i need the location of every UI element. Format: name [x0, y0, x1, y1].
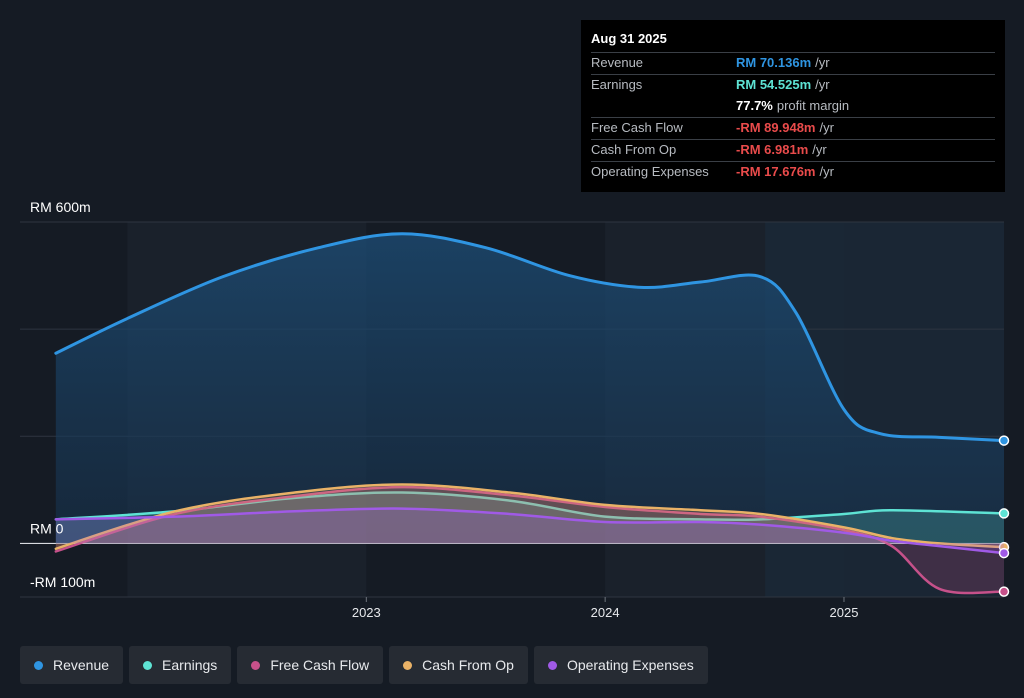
legend-dot-icon — [34, 660, 43, 670]
tooltip-value-unit: /yr — [812, 142, 827, 157]
tooltip-value-number: RM 54.525m — [736, 77, 812, 92]
x-tick-label: 2023 — [352, 605, 381, 620]
tooltip-row: 77.7% profit margin — [591, 96, 995, 117]
tooltip-row: Earnings RM 54.525m/yr — [591, 74, 995, 96]
y-tick-label: RM 0 — [30, 520, 64, 536]
legend-item-operating-expenses[interactable]: Operating Expenses — [533, 646, 708, 684]
tooltip-row-value: 77.7% profit margin — [736, 96, 849, 116]
legend-label: Earnings — [162, 657, 218, 673]
chart-area: RM 600m RM 0 -RM 100m 2023 2024 2025 — [20, 199, 1010, 620]
data-tooltip: Aug 31 2025 Revenue RM 70.136m/yr Earnings… — [581, 20, 1005, 192]
tooltip-row: Operating Expenses -RM 17.676m/yr — [591, 161, 995, 183]
free-cash-flow-line — [54, 485, 1006, 595]
legend-label: Free Cash Flow — [270, 657, 370, 673]
tooltip-value-unit: /yr — [819, 120, 834, 135]
tooltip-row-label: Revenue — [591, 55, 644, 70]
earnings-end-marker — [998, 508, 1010, 519]
revenue-line — [54, 232, 1006, 443]
tooltip-row: Cash From Op -RM 6.981m/yr — [591, 139, 995, 161]
tooltip-row-label: Operating Expenses — [591, 164, 709, 179]
tooltip-row-value: RM 70.136m/yr — [736, 53, 830, 73]
tooltip-value-unit: /yr — [815, 77, 830, 92]
tooltip-value-number: RM 70.136m — [736, 55, 812, 70]
x-tick-label: 2024 — [591, 605, 620, 620]
legend: Revenue Earnings Free Cash Flow Cash From O… — [20, 646, 708, 686]
free-cash-flow-end-marker — [998, 586, 1010, 597]
legend-dot-icon — [403, 660, 413, 670]
free-cash-flow-area — [55, 487, 1004, 594]
legend-label: Cash From Op — [422, 657, 514, 673]
legend-dot-icon — [143, 660, 153, 670]
tooltip-row: Free Cash Flow -RM 89.948m/yr — [591, 117, 995, 139]
tooltip-row-value: RM 54.525m/yr — [736, 75, 830, 95]
legend-label: Revenue — [53, 657, 110, 673]
cash-from-op-line — [54, 483, 1006, 551]
tooltip-row: Revenue RM 70.136m/yr — [591, 52, 995, 74]
y-tick-label: RM 600m — [30, 199, 91, 215]
tooltip-value-number: -RM 6.981m — [736, 142, 809, 157]
tooltip-value-number: 77.7% — [736, 98, 773, 113]
tooltip-value-number: -RM 89.948m — [736, 120, 816, 135]
x-tick-label: 2025 — [830, 605, 859, 620]
operating-expenses-end-marker — [998, 547, 1010, 559]
tooltip-row-value: -RM 6.981m/yr — [736, 140, 827, 160]
earnings-area — [55, 492, 1004, 544]
legend-dot-icon — [251, 660, 261, 670]
y-tick-label: -RM 100m — [30, 574, 95, 590]
revenue-area — [55, 233, 1004, 544]
revenue-end-marker — [998, 435, 1010, 446]
tooltip-row-label: Earnings — [591, 77, 643, 92]
operating-expenses-area — [55, 508, 1004, 554]
tooltip-value-unit: profit margin — [776, 98, 850, 113]
legend-dot-icon — [547, 660, 557, 670]
legend-item-earnings[interactable]: Earnings — [129, 646, 232, 684]
legend-label: Operating Expenses — [566, 657, 694, 673]
tooltip-value-unit: /yr — [819, 164, 834, 179]
tooltip-row-label: Free Cash Flow — [591, 120, 683, 135]
tooltip-date: Aug 31 2025 — [591, 31, 667, 46]
legend-item-free-cash-flow[interactable]: Free Cash Flow — [237, 646, 384, 684]
legend-item-revenue[interactable]: Revenue — [20, 646, 124, 684]
tooltip-row-value: -RM 89.948m/yr — [736, 118, 834, 138]
tooltip-value-number: -RM 17.676m — [736, 164, 816, 179]
tooltip-value-unit: /yr — [815, 55, 830, 70]
legend-item-cash-from-op[interactable]: Cash From Op — [389, 646, 528, 684]
operating-expenses-line — [54, 507, 1006, 555]
tooltip-row-label: Cash From Op — [591, 142, 677, 157]
tooltip-row-value: -RM 17.676m/yr — [736, 162, 834, 182]
